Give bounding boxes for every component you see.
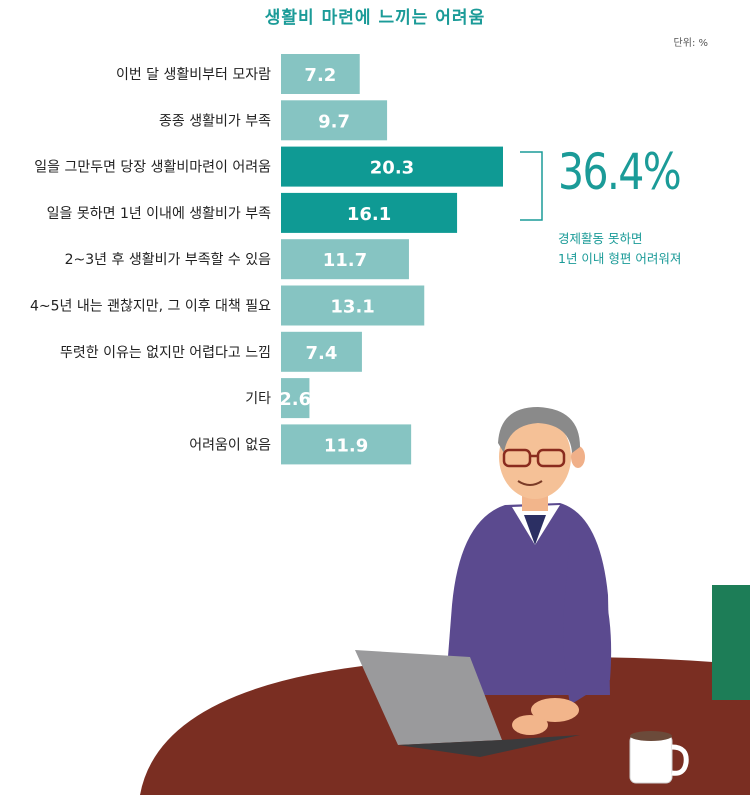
value-label: 11.7 [323,250,367,271]
category-label: 4~5년 내는 괜찮지만, 그 이후 대책 필요 [30,299,271,315]
bar [281,331,362,372]
bar-chart: 이번 달 생활비부터 모자람 7.2 종종 생활비가 부족 9.7 일을 그만두면 당장… [30,54,503,465]
summary-note-line: 경제활동 못하면 [558,231,643,246]
cup-shape [629,734,673,784]
category-label: 2~3년 후 생활비가 부족할 수 있음 [65,252,271,268]
glasses-shape [536,448,566,468]
man-at-laptop-illustration [140,407,750,795]
category-label: 어려움이 없음 [189,437,271,453]
hand-shape [512,715,548,735]
chair-shape [712,585,750,700]
value-label: 13.1 [330,297,374,318]
bar [281,378,310,419]
laptop-screen-shape [355,650,502,745]
value-label: 11.9 [324,435,368,456]
laptop-base-shape [398,735,580,757]
bar [281,239,409,280]
value-label: 9.7 [318,111,350,132]
category-label: 일을 그만두면 당장 생활비마련이 어려움 [34,160,271,176]
bar [281,192,458,233]
summary-value: 36.4% [558,143,682,201]
value-label: 7.4 [306,343,338,364]
bar [281,285,425,326]
summary-note: 경제활동 못하면 1년 이내 형편 어려워져 [558,229,728,269]
ear-shape [571,446,585,468]
category-label: 일을 못하면 1년 이내에 생활비가 부족 [47,206,271,222]
bar [281,146,503,187]
category-label: 이번 달 생활비부터 모자람 [116,67,271,83]
value-label: 7.2 [304,65,336,86]
bar [281,54,360,94]
glasses-shape [502,448,532,468]
chart-title: 생활비 마련에 느끼는 어려움 [264,8,486,28]
bar [281,424,412,465]
hair-shape [498,407,580,453]
bar [281,100,388,141]
hand-shape [531,698,579,722]
summary-note-line: 1년 이내 형편 어려워져 [558,251,682,266]
mouth-shape [517,480,543,486]
unit-label: 단위: % [673,38,708,49]
value-label: 16.1 [347,204,391,225]
collar-shape [524,515,546,545]
summary-bracket [520,151,543,221]
category-label: 종종 생활비가 부족 [159,113,271,129]
arm-shape [563,535,612,705]
value-label: 20.3 [370,158,414,179]
value-label: 2.6 [279,389,311,410]
category-label: 기타 [245,391,271,407]
category-label: 뚜렷한 이유는 없지만 어렵다고 느낌 [60,345,271,361]
